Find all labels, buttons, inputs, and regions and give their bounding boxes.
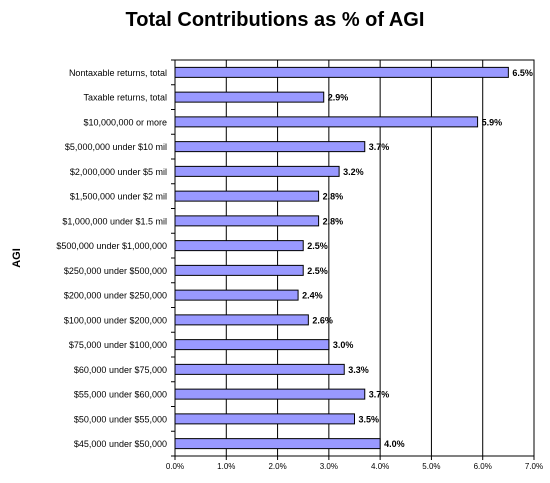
x-tick-label: 2.0% bbox=[268, 462, 286, 471]
category-label: $200,000 under $250,000 bbox=[64, 291, 167, 301]
x-tick-label: 7.0% bbox=[525, 462, 543, 471]
data-label: 3.7% bbox=[369, 142, 390, 152]
category-label: $5,000,000 under $10 mil bbox=[65, 142, 167, 152]
category-label: $2,000,000 under $5 mil bbox=[70, 167, 167, 177]
data-label: 2.6% bbox=[312, 315, 333, 325]
category-label: $50,000 under $55,000 bbox=[74, 414, 167, 424]
category-label: Nontaxable returns, total bbox=[69, 68, 167, 78]
bar bbox=[174, 264, 304, 276]
x-tick-label: 1.0% bbox=[217, 462, 235, 471]
data-label: 3.0% bbox=[333, 340, 354, 350]
category-label: $55,000 under $60,000 bbox=[74, 390, 167, 400]
data-label: 3.5% bbox=[359, 414, 380, 424]
bar bbox=[174, 141, 366, 153]
data-label: 2.4% bbox=[302, 291, 323, 301]
label-layer: 0.0% 1.0% 2.0% 3.0% 4.0% 5.0% 6.0% 7.0% Nontaxab… bbox=[56, 68, 543, 471]
bar bbox=[174, 388, 366, 400]
x-tick-label: 6.0% bbox=[474, 462, 492, 471]
bar bbox=[174, 314, 309, 326]
category-label: $75,000 under $100,000 bbox=[69, 340, 167, 350]
data-label: 2.8% bbox=[323, 192, 344, 202]
data-label: 5.9% bbox=[482, 117, 503, 127]
category-label: $10,000,000 or more bbox=[83, 117, 167, 127]
bar bbox=[174, 215, 320, 227]
category-label: $45,000 under $50,000 bbox=[74, 439, 167, 449]
x-tick-label: 4.0% bbox=[371, 462, 389, 471]
y-axis-title: AGI bbox=[11, 248, 23, 268]
bar bbox=[174, 240, 304, 252]
bar bbox=[174, 91, 325, 103]
data-label: 3.7% bbox=[369, 390, 390, 400]
data-label: 2.5% bbox=[307, 241, 328, 251]
x-tick-label: 5.0% bbox=[422, 462, 440, 471]
category-label: $250,000 under $500,000 bbox=[64, 266, 167, 276]
category-label: $100,000 under $200,000 bbox=[64, 315, 167, 325]
chart-title: Total Contributions as % of AGI bbox=[125, 9, 425, 31]
bar bbox=[174, 190, 320, 202]
bar bbox=[174, 339, 330, 351]
category-label: Taxable returns, total bbox=[83, 93, 167, 103]
bar bbox=[174, 66, 509, 78]
bar bbox=[174, 289, 299, 301]
data-label: 2.8% bbox=[323, 216, 344, 226]
data-label: 3.3% bbox=[348, 365, 369, 375]
category-label: $1,500,000 under $2 mil bbox=[70, 192, 167, 202]
bar-layer bbox=[174, 66, 509, 450]
category-label: $1,000,000 under $1.5 mil bbox=[62, 216, 167, 226]
data-label: 3.2% bbox=[343, 167, 364, 177]
bar bbox=[174, 413, 355, 425]
bar bbox=[174, 165, 340, 177]
data-label: 2.5% bbox=[307, 266, 328, 276]
plot-area-frame bbox=[174, 59, 535, 457]
data-label: 4.0% bbox=[384, 439, 405, 449]
x-tick-label: 0.0% bbox=[166, 462, 184, 471]
x-tick-label: 3.0% bbox=[320, 462, 338, 471]
bar bbox=[174, 363, 345, 375]
bar bbox=[174, 116, 479, 128]
category-label: $500,000 under $1,000,000 bbox=[56, 241, 167, 251]
bar bbox=[174, 438, 381, 450]
category-label: $60,000 under $75,000 bbox=[74, 365, 167, 375]
data-label: 6.5% bbox=[512, 68, 533, 78]
data-label: 2.9% bbox=[328, 93, 349, 103]
